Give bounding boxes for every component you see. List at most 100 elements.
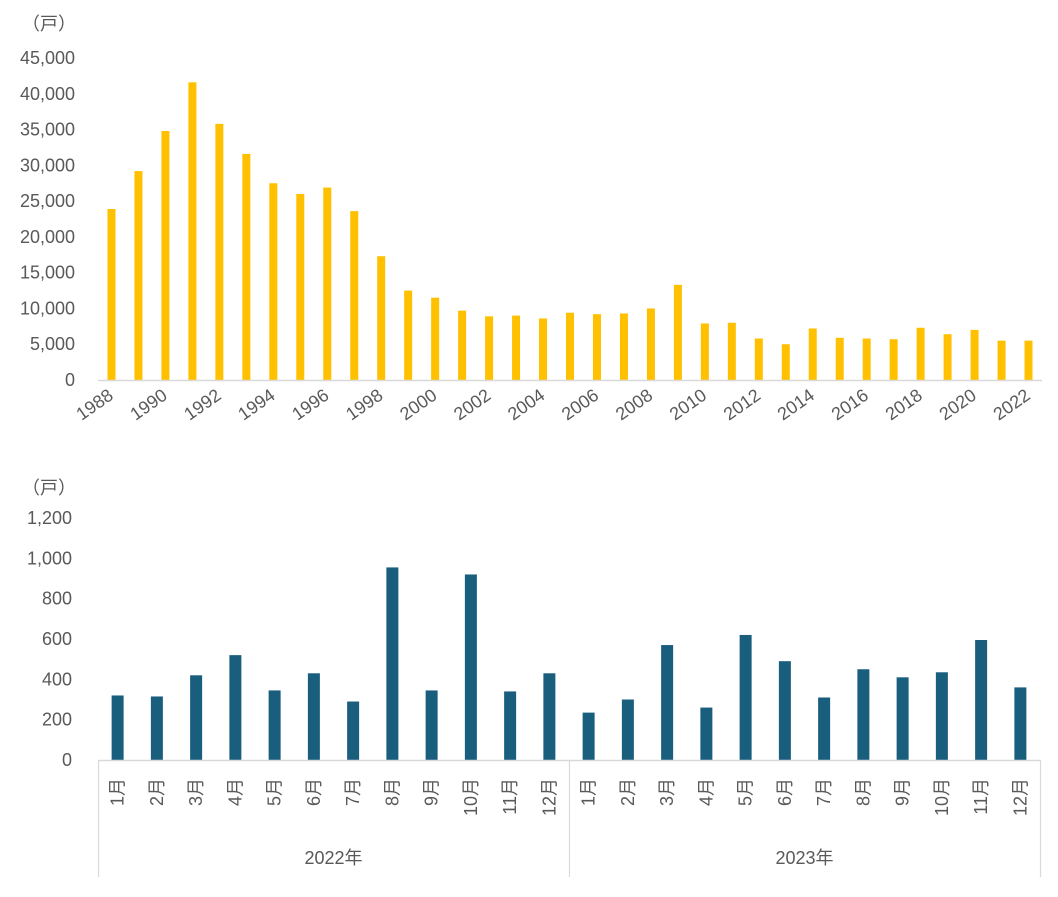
chart1-x-tick-label: 2020 [936, 385, 980, 424]
chart1-y-tick-label: 40,000 [20, 84, 75, 104]
chart2-bar-2023年-4月 [700, 707, 713, 760]
chart1-y-tick-label: 25,000 [20, 191, 75, 211]
chart2-unit-label: （戸） [22, 478, 76, 498]
chart1-x-tick-label: 1996 [288, 385, 332, 424]
chart1-x-tick-label: 2006 [558, 385, 602, 424]
chart1-bar-1989 [134, 171, 143, 380]
chart2-month-label: 4月 [696, 778, 716, 806]
chart2-bar-2023年-3月 [661, 645, 674, 760]
chart1-x-tick-label: 2004 [504, 385, 548, 424]
chart2-bar-2022年-6月 [307, 673, 320, 760]
chart2-bar-2023年-12月 [1014, 687, 1027, 760]
chart2-month-label: 5月 [736, 778, 756, 806]
chart1-bar-2012 [754, 338, 763, 380]
chart1-bar-1995 [296, 193, 305, 380]
chart1-bar-2011 [727, 322, 736, 380]
chart2-y-tick-label: 1,000 [27, 548, 72, 568]
chart1-bar-2021 [997, 340, 1006, 380]
chart1-bar-2007 [619, 313, 628, 380]
chart1-y-tick-label: 35,000 [20, 120, 75, 140]
chart1-x-tick-label: 1988 [73, 385, 117, 424]
chart2-month-label: 3月 [186, 778, 206, 806]
chart1-y-tick-label: 0 [65, 370, 75, 390]
chart2-month-label: 10月 [461, 778, 481, 816]
chart1-bar-2015 [835, 337, 844, 380]
chart1-bar-2000 [431, 297, 440, 380]
chart1-x-tick-label: 1992 [180, 385, 224, 424]
chart1-bar-2002 [485, 316, 494, 380]
chart1-bar-2008 [646, 308, 655, 380]
chart1-x-tick-label: 1990 [126, 385, 170, 424]
chart2-y-tick-label: 600 [42, 629, 72, 649]
chart2-bar-2023年-1月 [582, 712, 595, 760]
chart1-bar-1996 [323, 187, 332, 380]
chart2-bar-2022年-10月 [464, 574, 477, 760]
chart2-month-label: 7月 [343, 778, 363, 806]
chart1-y-tick-label: 45,000 [20, 48, 75, 68]
chart2-month-label: 6月 [304, 778, 324, 806]
chart2-bar-2023年-10月 [935, 672, 948, 760]
chart2-bar-2022年-9月 [425, 690, 438, 760]
chart1-bar-2009 [673, 284, 682, 380]
chart1-bar-2022 [1024, 340, 1033, 380]
chart2-bar-2023年-8月 [857, 669, 870, 760]
chart2-year-label: 2022年 [304, 848, 362, 868]
chart1-x-tick-label: 2012 [720, 385, 764, 424]
chart2-y-tick-label: 200 [42, 710, 72, 730]
chart2-bar-2022年-7月 [347, 701, 360, 760]
chart2-month-label: 3月 [657, 778, 677, 806]
chart1-y-tick-label: 10,000 [20, 298, 75, 318]
chart2-month-label: 1月 [108, 778, 128, 806]
chart1-bar-2018 [916, 327, 925, 380]
chart2-bar-2022年-2月 [150, 696, 163, 760]
chart2-month-label: 8月 [382, 778, 402, 806]
chart1-bar-2003 [512, 315, 521, 380]
chart1-bar-2010 [700, 323, 709, 380]
chart1-bar-2001 [458, 310, 467, 380]
chart2-bar-2023年-6月 [778, 661, 791, 760]
chart2-y-tick-label: 0 [62, 750, 72, 770]
chart2-bar-2023年-11月 [975, 640, 988, 760]
chart2-month-label: 7月 [814, 778, 834, 806]
chart1-y-tick-label: 30,000 [20, 155, 75, 175]
chart1-bar-2004 [539, 318, 548, 380]
chart2-month-label: 12月 [1010, 778, 1030, 816]
chart1-unit-label: （戸） [22, 14, 76, 34]
chart2-bar-2023年-2月 [621, 699, 634, 760]
chart1-bar-2019 [943, 334, 952, 380]
chart2-bar-2022年-1月 [111, 695, 124, 760]
chart1-x-tick-label: 2022 [990, 385, 1034, 424]
chart2-month-label: 11月 [500, 778, 520, 815]
chart2-month-label: 9月 [893, 778, 913, 806]
chart1-x-tick-label: 2010 [666, 385, 710, 424]
chart1-x-tick-label: 1994 [234, 385, 278, 424]
chart2-bar-2022年-3月 [190, 675, 203, 760]
chart2-month-label: 2月 [618, 778, 638, 806]
chart1-bar-1994 [269, 183, 278, 380]
chart2-y-tick-label: 1,200 [27, 508, 72, 528]
chart2-year-label: 2023年 [775, 848, 833, 868]
chart2-month-label: 12月 [539, 778, 559, 816]
chart2-month-label: 4月 [225, 778, 245, 806]
chart1-x-tick-label: 1998 [342, 385, 386, 424]
chart2-bar-2022年-8月 [386, 567, 399, 760]
annual-bar-chart: （戸） 0 5,000 10,000 15,000 20,000 25,000 30,000… [20, 14, 1042, 424]
chart2-bar-2023年-7月 [818, 697, 831, 760]
chart2-month-label: 1月 [579, 778, 599, 806]
chart2-month-label: 5月 [265, 778, 285, 806]
chart1-bar-1999 [404, 290, 413, 380]
chart1-bar-2020 [970, 329, 979, 380]
chart1-y-tick-label: 15,000 [20, 263, 75, 283]
chart2-month-label: 10月 [932, 778, 952, 816]
chart1-bar-1997 [350, 211, 359, 380]
chart1-x-tick-label: 2016 [828, 385, 872, 424]
chart1-bar-1998 [377, 256, 386, 380]
chart2-month-label: 8月 [853, 778, 873, 806]
chart2-bar-2022年-5月 [268, 690, 281, 760]
chart2-y-tick-label: 800 [42, 589, 72, 609]
chart2-month-label: 9月 [422, 778, 442, 806]
chart1-bar-1992 [215, 123, 224, 380]
chart2-month-label: 6月 [775, 778, 795, 806]
chart1-x-tick-label: 2000 [396, 385, 440, 424]
chart1-x-tick-label: 2014 [774, 385, 818, 424]
